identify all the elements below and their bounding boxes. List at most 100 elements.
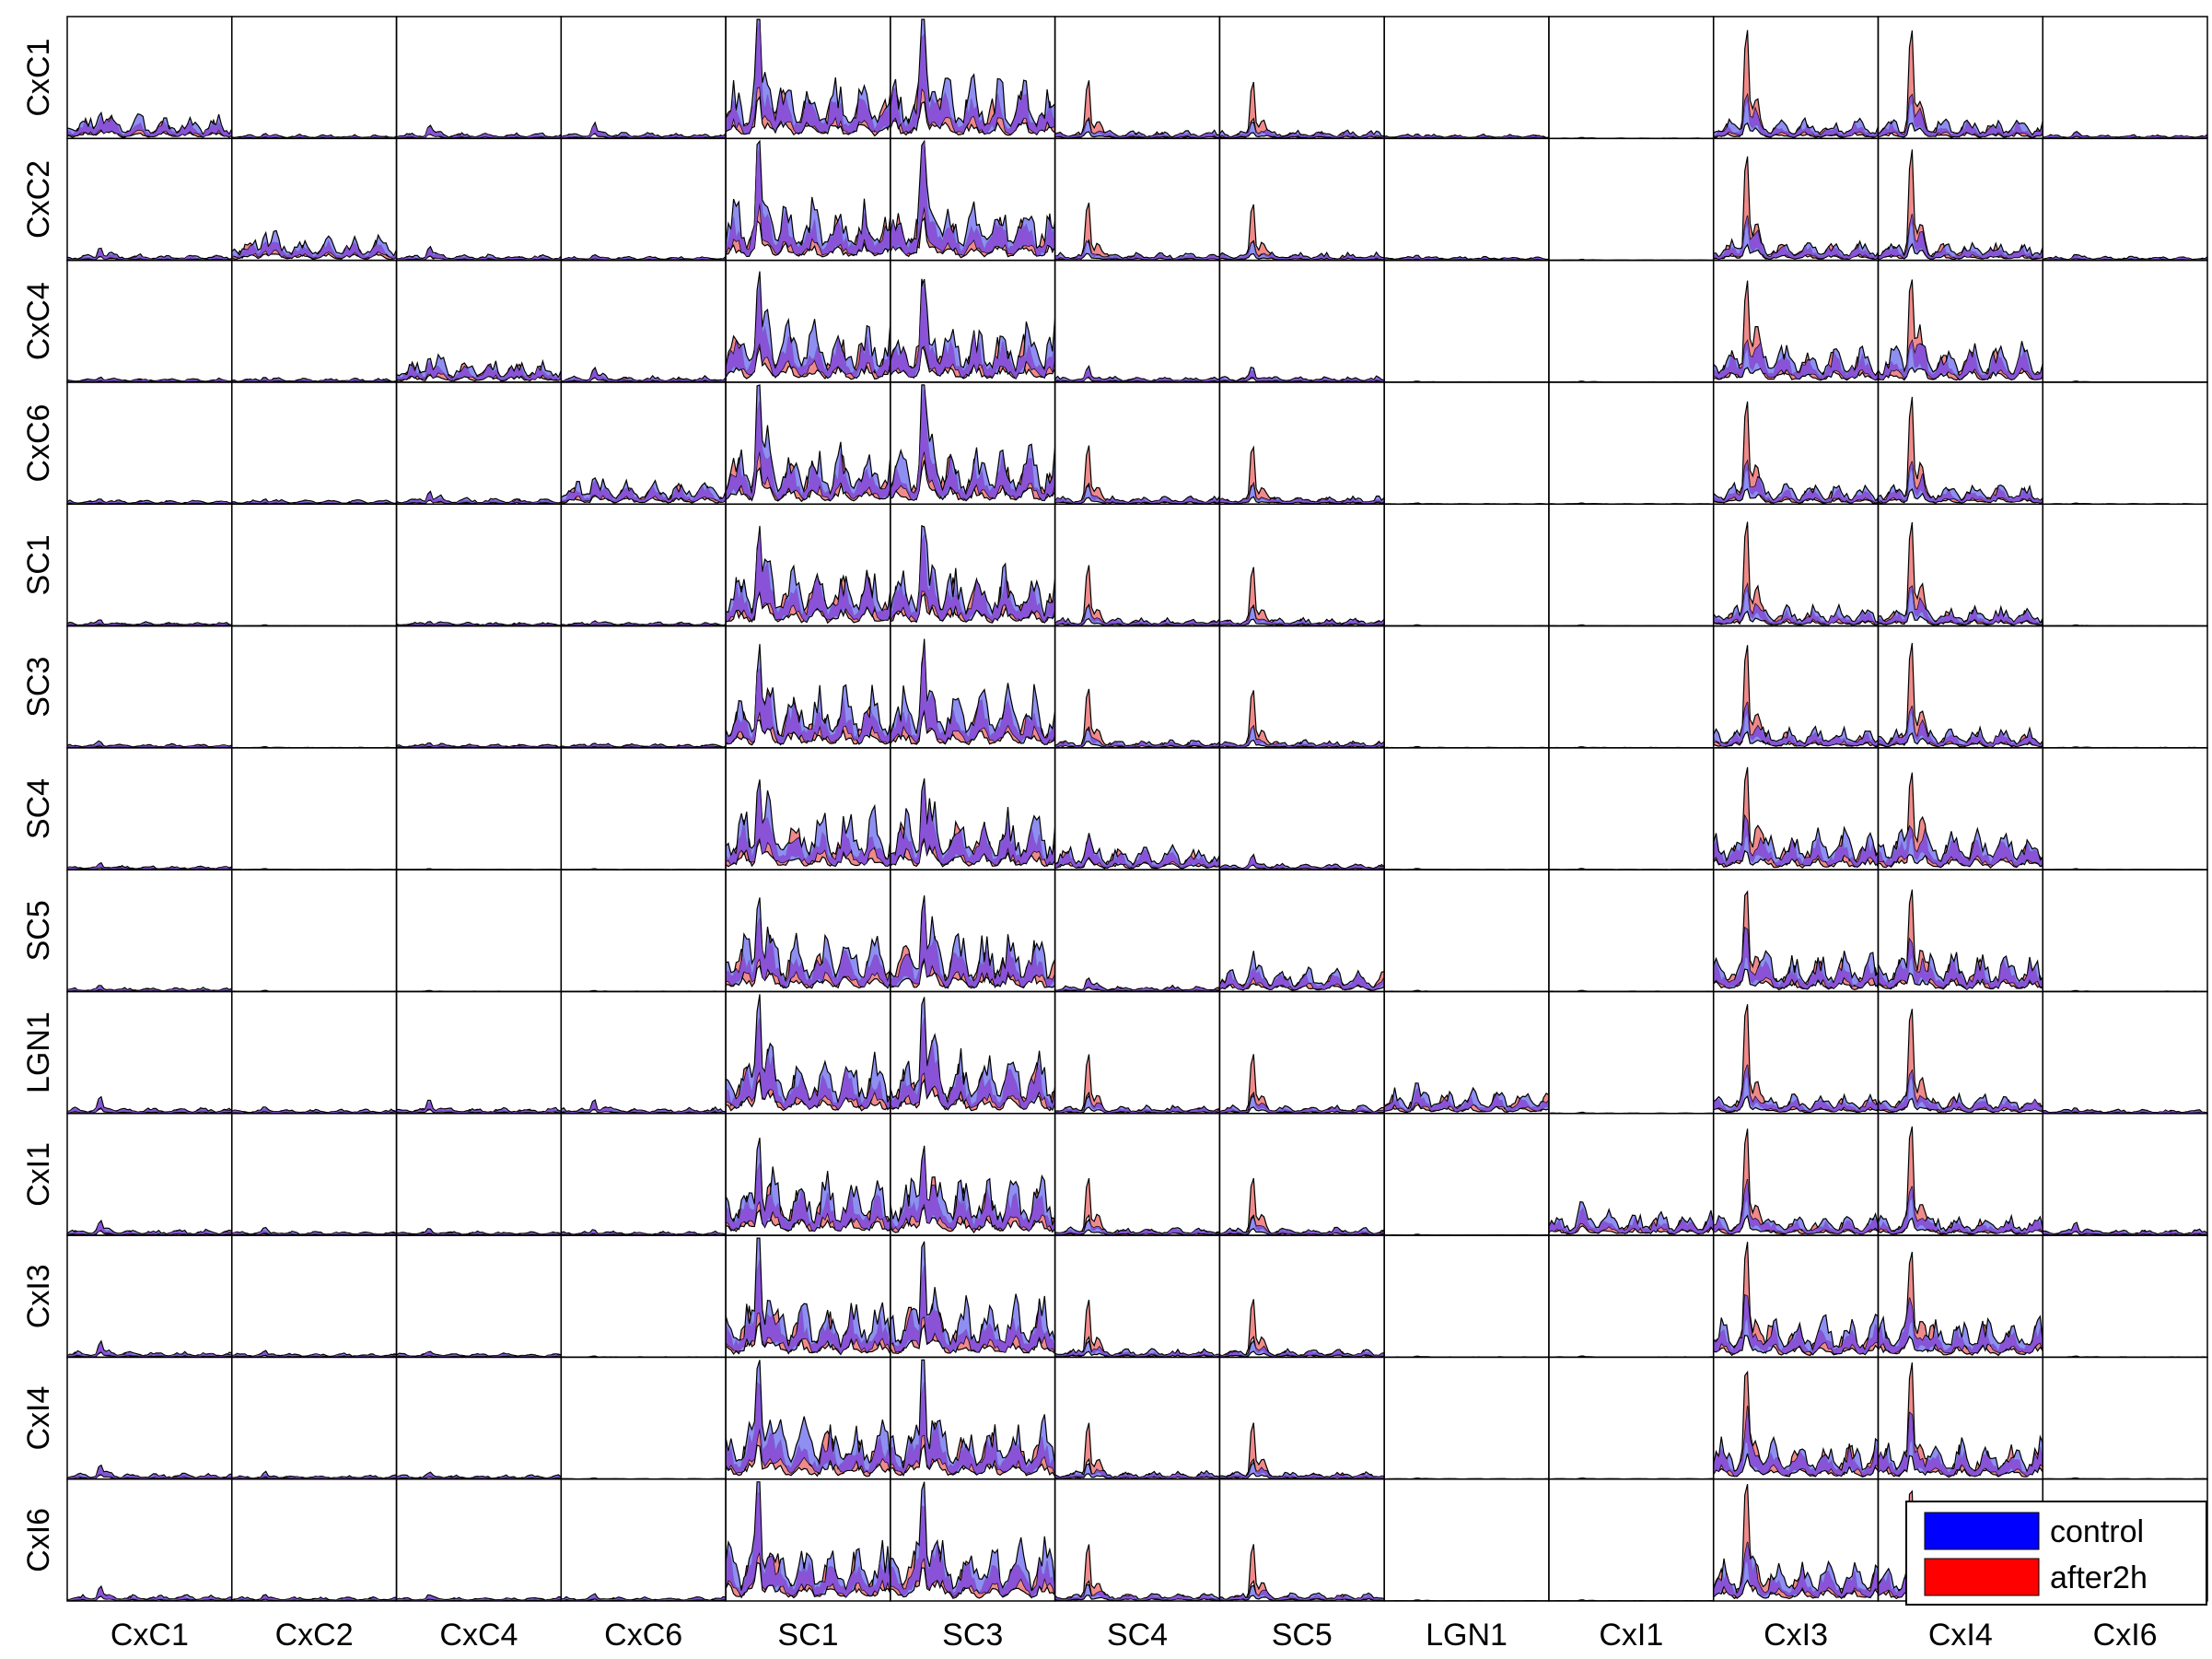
area-after2h <box>1219 1544 1385 1601</box>
panel-SC3-CxC6 <box>560 625 727 749</box>
area-overlap <box>1878 94 2043 137</box>
panel-CxI3-CxI4 <box>1877 1234 2043 1359</box>
area-overlap <box>1878 706 2043 747</box>
area-overlap <box>231 134 397 138</box>
panel-frame <box>1383 1478 1550 1602</box>
panel-CxI3-CxC1 <box>66 1234 233 1359</box>
column-label: CxC2 <box>275 1618 354 1653</box>
panel-frame <box>1548 1356 1715 1480</box>
panel-frame <box>2042 1356 2208 1480</box>
area-overlap <box>231 1595 397 1601</box>
panel-frame <box>1218 1478 1385 1602</box>
panel-marks <box>1384 254 1549 261</box>
panel-SC1-SC3 <box>890 503 1056 627</box>
area-overlap <box>890 784 1055 866</box>
panel-frame <box>1218 1234 1385 1359</box>
panel-marks <box>561 1099 727 1114</box>
area-overlap <box>1054 368 1220 382</box>
panel-SC3-SC1 <box>725 625 891 749</box>
panel-marks <box>1384 1082 1549 1114</box>
panel-CxC6-CxI4 <box>1877 381 2043 505</box>
panel-frame <box>2042 137 2208 262</box>
area-overlap <box>231 1230 397 1235</box>
panel-LGN1-CxI1 <box>1548 990 1715 1115</box>
panel-frame <box>1383 990 1550 1115</box>
area-control <box>1054 240 1220 261</box>
panel-frame <box>395 747 563 870</box>
panel-SC1-CxI6 <box>2042 503 2208 627</box>
area-overlap <box>1713 702 1879 747</box>
area-overlap <box>1219 1337 1385 1357</box>
panel-marks <box>2043 1221 2207 1236</box>
panel-CxC2-SC3 <box>890 137 1056 262</box>
panel-marks <box>1713 156 1879 261</box>
panel-SC5-CxI6 <box>2042 869 2208 993</box>
panel-frame <box>395 381 563 505</box>
area-overlap <box>1713 928 1879 989</box>
area-overlap <box>890 384 1055 500</box>
area-overlap <box>1054 240 1220 260</box>
panel-frame <box>395 1234 563 1359</box>
panel-frame <box>231 869 398 993</box>
area-overlap <box>890 1506 1055 1597</box>
panel-frame <box>1218 747 1385 870</box>
panel-marks <box>231 1106 397 1114</box>
area-overlap <box>1878 1070 2043 1113</box>
panel-frame <box>560 747 727 870</box>
panel-marks <box>561 1229 727 1236</box>
area-overlap <box>1713 1406 1879 1477</box>
panel-marks <box>726 1360 891 1479</box>
area-overlap <box>561 124 727 138</box>
panel-frame <box>2042 1234 2208 1359</box>
panel-marks <box>67 1339 232 1358</box>
panel-CxC6-CxI1 <box>1548 381 1715 505</box>
area-control <box>67 861 232 870</box>
area-overlap <box>1713 1294 1879 1354</box>
area-after2h <box>1054 1544 1220 1601</box>
panel-SC1-CxI4 <box>1877 503 2043 627</box>
area-overlap <box>67 743 232 748</box>
panel-frame <box>66 503 233 627</box>
legend-swatch-control <box>1924 1512 2040 1550</box>
panel-marks <box>231 497 397 505</box>
panel-SC1-LGN1 <box>1383 503 1550 627</box>
area-control <box>1219 724 1385 748</box>
area-after2h <box>1878 149 2043 261</box>
panel-CxC2-CxI3 <box>1712 137 1880 262</box>
panel-marks <box>1878 1361 2043 1479</box>
panel-marks <box>1054 976 1220 992</box>
area-overlap <box>396 622 562 626</box>
panel-marks <box>1054 1544 1220 1601</box>
area-after2h <box>1054 1177 1220 1236</box>
panel-CxC2-CxI4 <box>1877 137 2043 262</box>
row-label: CxC4 <box>21 282 56 360</box>
panel-marks <box>890 777 1055 870</box>
area-overlap <box>1054 604 1220 625</box>
panel-marks <box>231 1470 397 1479</box>
area-overlap <box>231 1108 397 1114</box>
panel-frame <box>66 381 233 505</box>
panel-LGN1-CxC2 <box>231 990 398 1115</box>
area-overlap <box>2043 133 2207 138</box>
panel-frame <box>395 137 563 262</box>
panel-LGN1-SC5 <box>1218 990 1385 1115</box>
panel-frame <box>1877 137 2043 262</box>
panel-SC1-CxI3 <box>1712 503 1880 627</box>
panel-frame <box>1054 503 1221 627</box>
panel-CxI4-CxC2 <box>231 1356 398 1480</box>
panel-frame <box>1218 1356 1385 1480</box>
panel-CxI1-CxC4 <box>395 1113 563 1236</box>
panel-frame <box>395 16 563 140</box>
area-overlap <box>1219 1215 1385 1235</box>
panel-LGN1-CxC1 <box>66 990 233 1115</box>
panel-CxC4-SC1 <box>725 259 891 383</box>
panel-marks <box>1878 889 2043 992</box>
panel-marks <box>1219 951 1385 992</box>
panel-marks <box>561 121 727 139</box>
area-overlap <box>1054 484 1220 504</box>
panel-marks <box>726 1137 891 1236</box>
panel-marks <box>1878 1009 2043 1114</box>
column-label: CxI1 <box>1599 1618 1663 1653</box>
panel-CxI6-CxC1 <box>66 1478 233 1602</box>
panel-CxI3-CxI1 <box>1548 1234 1715 1359</box>
